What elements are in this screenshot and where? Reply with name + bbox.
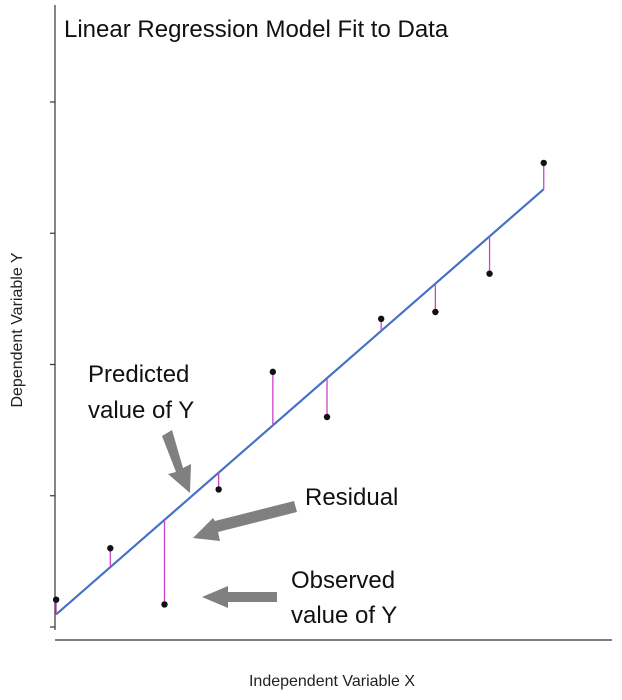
observed-label-line1: Observed <box>291 567 395 594</box>
data-point-9 <box>540 159 547 167</box>
chart-title: Linear Regression Model Fit to Data <box>64 16 449 43</box>
observed-arrow <box>202 586 277 608</box>
data-points <box>52 159 547 608</box>
data-point-7 <box>432 308 439 316</box>
observed-label-line2: value of Y <box>291 602 397 629</box>
predicted-label-line1: Predicted <box>88 361 189 388</box>
predicted-label-line2: value of Y <box>88 397 194 424</box>
residual-label: Residual <box>305 484 398 511</box>
data-point-5 <box>323 413 331 421</box>
data-point-8 <box>486 270 493 277</box>
data-point-3 <box>215 486 222 493</box>
y-ticks <box>50 101 55 628</box>
data-point-6 <box>378 315 385 323</box>
y-axis-label: Dependent Variable Y <box>9 252 26 407</box>
data-point-2 <box>161 601 168 608</box>
regression-line <box>55 188 545 616</box>
data-point-1 <box>107 545 114 552</box>
data-point-0 <box>52 596 60 603</box>
residual-arrow <box>193 501 297 541</box>
predicted-arrow <box>162 430 191 493</box>
residual-lines <box>55 162 545 615</box>
x-axis-label: Independent Variable X <box>249 673 415 690</box>
data-point-4 <box>269 368 277 376</box>
